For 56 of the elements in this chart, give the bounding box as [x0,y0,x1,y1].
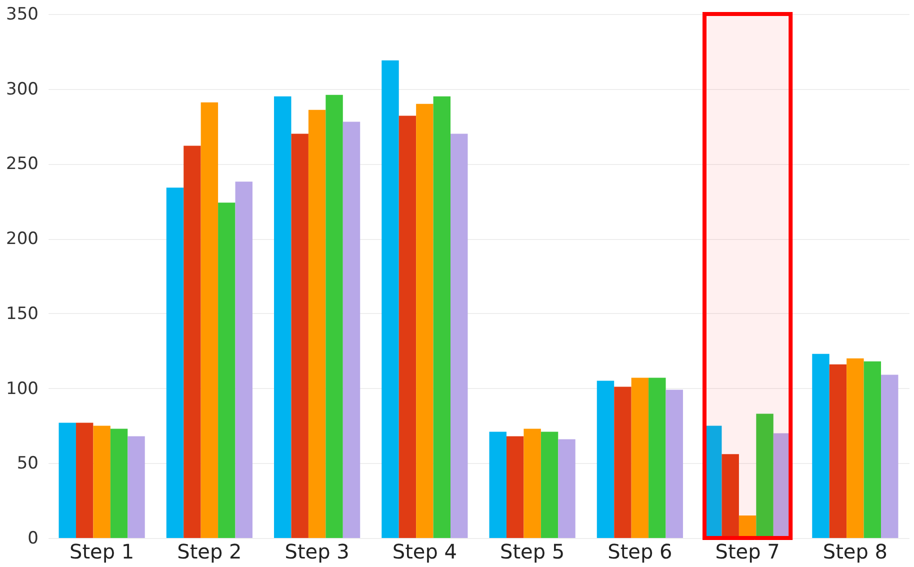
bar [200,102,218,538]
bar [614,386,632,538]
y-tick-label: 50 [16,454,38,474]
bar [704,426,722,538]
bar [881,374,898,538]
bar [489,432,506,538]
bar [864,361,882,538]
bar [218,202,236,538]
bar [166,188,184,538]
bar [812,354,830,538]
bar [722,454,739,538]
bar [558,439,576,538]
bar [433,96,451,538]
y-tick-label: 300 [6,79,38,100]
y-tick-label: 150 [6,304,38,324]
bar [829,364,847,538]
y-tick-label: 350 [6,4,38,24]
bar [631,378,649,538]
bar [450,134,468,538]
bar [128,436,145,538]
bar [756,414,774,538]
bar [382,60,399,538]
bar [308,110,326,538]
bar [666,390,683,538]
bar [93,426,110,538]
y-tick-label: 100 [6,378,38,399]
bar [524,428,541,538]
x-tick-label: Step 6 [608,540,672,564]
bar [76,422,94,538]
bar [540,432,558,538]
bar [596,380,614,538]
x-tick-label: Step 1 [70,540,134,564]
bar [342,122,360,538]
bar [110,428,128,538]
y-tick-label: 200 [6,229,38,250]
bar [326,94,343,538]
x-tick-label: Step 8 [822,540,888,564]
bar [773,433,791,538]
bar [58,422,76,538]
y-tick-label: 250 [6,154,38,174]
bar [235,182,252,538]
bar [274,96,292,538]
bar [184,146,201,538]
bar [738,516,756,538]
y-tick-label: 0 [28,528,38,548]
bar [291,134,308,538]
x-tick-label: Step 7 [715,540,780,564]
bar [416,104,434,538]
x-tick-label: Step 2 [177,540,242,564]
x-tick-label: Step 5 [500,540,565,564]
x-tick-label: Step 3 [284,540,350,564]
bar [846,358,864,538]
bar [506,436,524,538]
x-tick-label: Step 4 [392,540,457,564]
bar [398,116,416,538]
bar [648,378,666,538]
